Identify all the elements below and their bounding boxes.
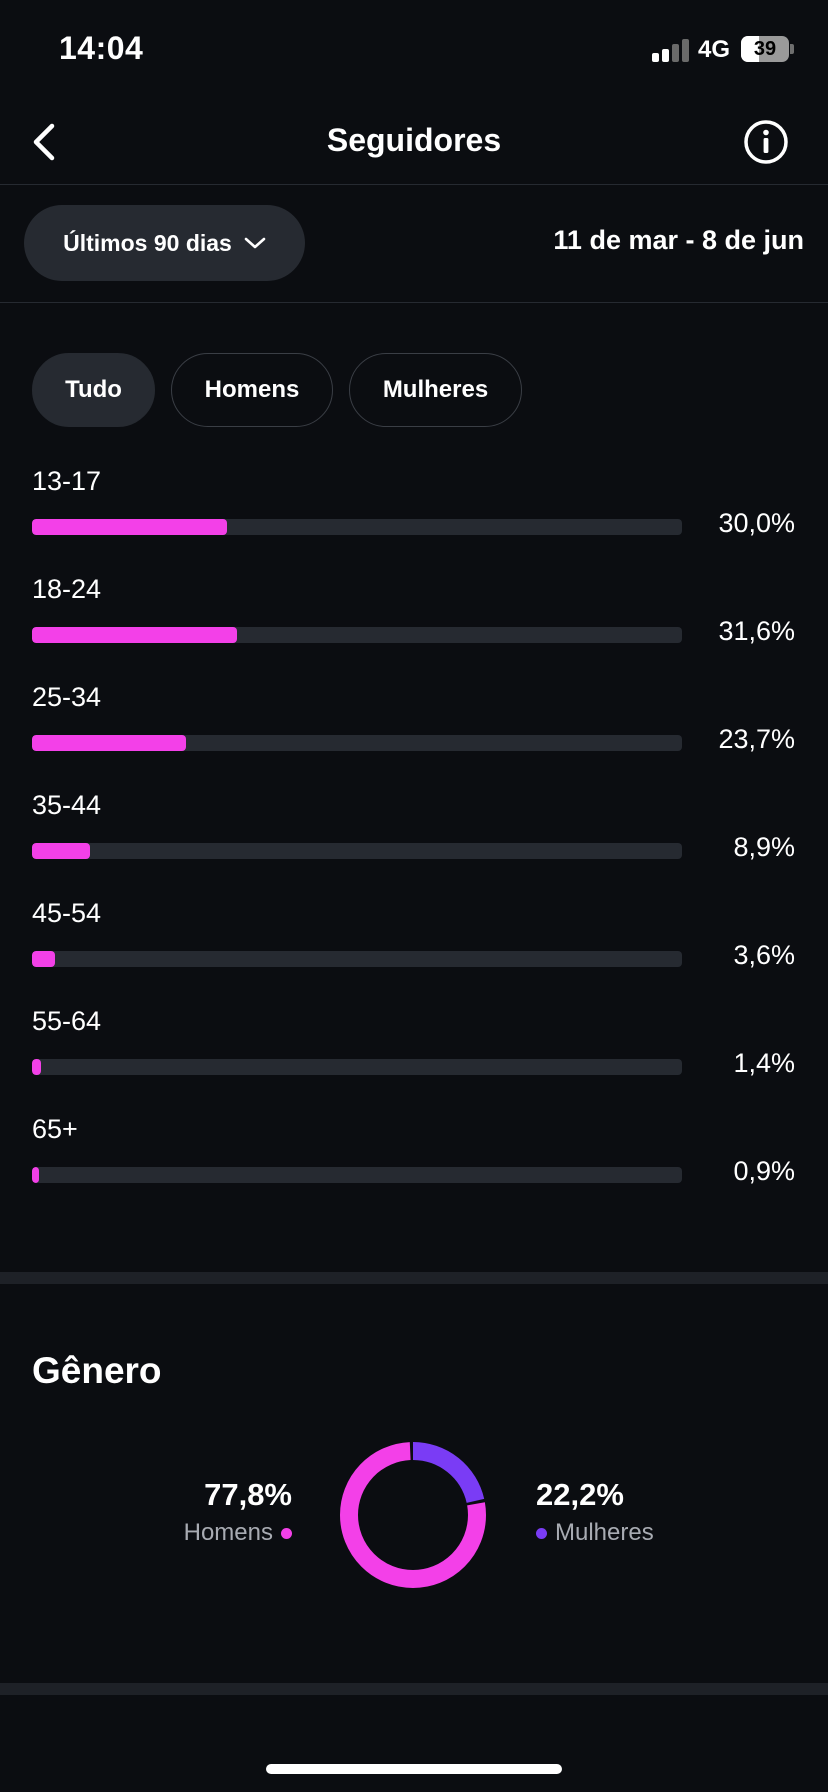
age-bar-track	[32, 519, 682, 535]
age-bar-track	[32, 1167, 682, 1183]
age-percent: 1,4%	[733, 1048, 795, 1078]
women-percent: 22,2%	[536, 1477, 624, 1512]
age-bar-track	[32, 1059, 682, 1075]
age-bar-track	[32, 735, 682, 751]
age-percent: 0,9%	[733, 1156, 795, 1186]
age-range-label: 35-44	[32, 790, 102, 820]
network-type: 4G	[698, 36, 731, 63]
section-divider	[0, 1683, 828, 1695]
age-bar-fill	[32, 1167, 39, 1183]
period-label: Últimos 90 dias	[63, 229, 232, 256]
age-bar-fill	[32, 1059, 42, 1075]
status-time: 14:04	[59, 30, 144, 66]
age-bar-fill	[32, 519, 227, 535]
battery-cap	[790, 44, 794, 54]
info-button[interactable]	[740, 116, 792, 168]
age-range-label: 55-64	[32, 1006, 102, 1036]
battery-icon: 39	[741, 36, 789, 62]
gender-women-stat: 22,2% Mulheres	[536, 1477, 654, 1547]
age-bar-fill	[32, 735, 187, 751]
men-label: Homens	[183, 1519, 273, 1546]
age-range-label: 25-34	[32, 682, 102, 712]
age-range-label: 18-24	[32, 574, 102, 604]
age-bar-fill	[32, 951, 56, 967]
donut-men-arc	[340, 1442, 486, 1588]
age-row: 13-17 30,0%	[0, 462, 828, 570]
page-title: Seguidores	[326, 122, 502, 158]
age-percent: 23,7%	[718, 724, 795, 754]
section-divider	[0, 1272, 828, 1284]
age-range-label: 13-17	[32, 466, 102, 496]
age-percent: 3,6%	[733, 940, 795, 970]
age-bar-fill	[32, 843, 90, 859]
tab-all[interactable]: Tudo	[32, 353, 155, 427]
donut-women-arc	[340, 1442, 486, 1588]
age-percent: 30,0%	[718, 508, 795, 538]
tab-men[interactable]: Homens	[171, 353, 333, 427]
age-row: 55-64 1,4%	[0, 1002, 828, 1110]
men-legend: Homens	[184, 1519, 292, 1547]
chevron-down-icon	[244, 237, 266, 249]
age-row: 18-24 31,6%	[0, 570, 828, 678]
age-row: 45-54 3,6%	[0, 894, 828, 1002]
women-dot-icon	[536, 1527, 547, 1539]
age-row: 25-34 23,7%	[0, 678, 828, 786]
gender-section-title: Gênero	[32, 1350, 162, 1391]
age-range-label: 45-54	[32, 898, 102, 928]
back-button[interactable]	[18, 116, 70, 168]
chevron-left-icon	[33, 123, 55, 161]
home-indicator	[266, 1764, 562, 1774]
age-bar-track	[32, 951, 682, 967]
age-bar-track	[32, 843, 682, 859]
age-row: 35-44 8,9%	[0, 786, 828, 894]
age-bar-track	[32, 627, 682, 643]
age-distribution-list: 13-17 30,0% 18-24 31,6% 25-34 23,7% 35-4…	[0, 462, 828, 1218]
age-percent: 31,6%	[718, 616, 795, 646]
signal-icon	[652, 38, 692, 62]
status-bar: 14:04 4G 39	[0, 0, 828, 100]
age-row: 65+ 0,9%	[0, 1110, 828, 1218]
gender-men-stat: 77,8% Homens	[184, 1477, 292, 1547]
age-bar-fill	[32, 627, 238, 643]
date-range: 11 de mar - 8 de jun	[553, 225, 804, 255]
men-dot-icon	[281, 1527, 292, 1539]
nav-bar: Seguidores	[0, 100, 828, 185]
age-range-label: 65+	[32, 1114, 78, 1144]
period-dropdown[interactable]: Últimos 90 dias	[24, 205, 305, 281]
age-percent: 8,9%	[733, 832, 795, 862]
tab-women[interactable]: Mulheres	[349, 353, 522, 427]
battery-level: 39	[753, 38, 777, 60]
audience-filter-tabs: Tudo Homens Mulheres	[32, 353, 522, 429]
women-label: Mulheres	[555, 1519, 654, 1546]
gender-donut-chart	[340, 1442, 486, 1588]
men-percent: 77,8%	[204, 1477, 292, 1512]
period-filter-row: Últimos 90 dias 11 de mar - 8 de jun	[0, 185, 828, 303]
women-legend: Mulheres	[536, 1519, 654, 1547]
info-icon	[744, 120, 788, 164]
